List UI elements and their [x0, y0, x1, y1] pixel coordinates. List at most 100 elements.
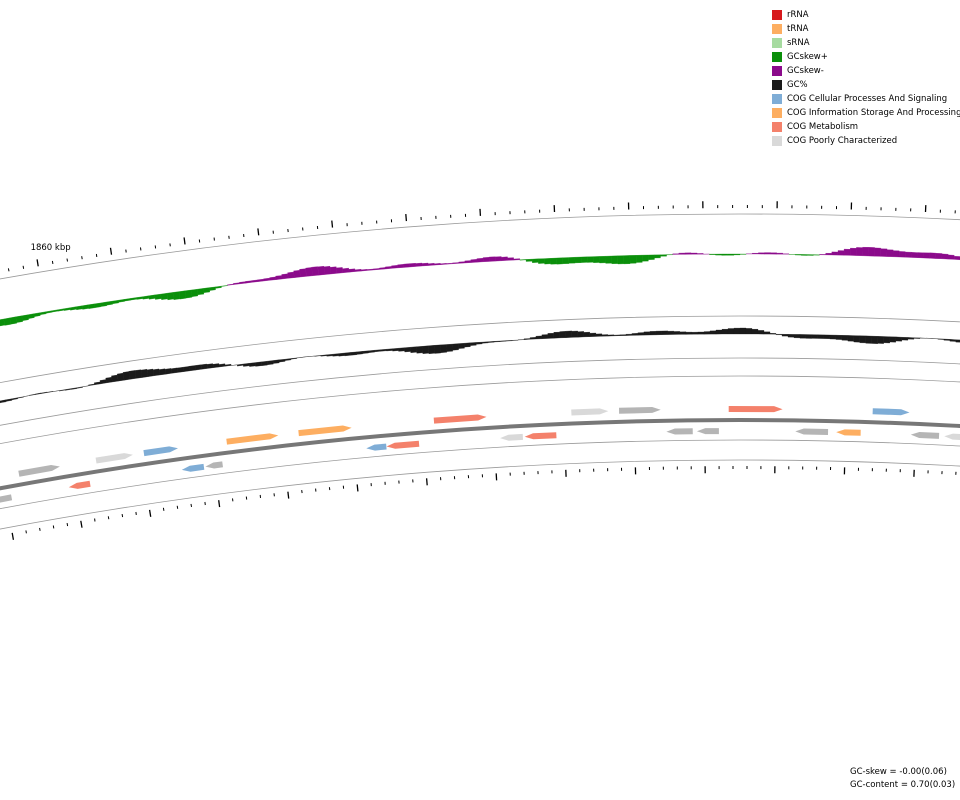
tick: [183, 237, 186, 245]
legend-swatch: [772, 38, 782, 48]
gc-skew-bar: [160, 293, 168, 300]
gene-feature: [571, 408, 609, 416]
tick: [51, 260, 54, 264]
gc-content-bar: [817, 334, 825, 339]
gc-content-bar: [53, 390, 60, 392]
gc-content-bar: [70, 387, 78, 390]
gc-skew-bar: [635, 254, 643, 263]
gc-content-bar: [82, 385, 89, 387]
tick: [162, 507, 165, 511]
gene-feature: [795, 428, 829, 435]
gc-content-bar: [254, 361, 262, 367]
gc-skew-bar: [196, 288, 205, 295]
gc-content-bar: [697, 331, 705, 335]
gc-skew-bar: [379, 267, 386, 270]
gc-content-bar: [308, 355, 315, 357]
gc-content-bar: [769, 333, 777, 335]
tick: [66, 258, 68, 262]
gc-skew-bar: [544, 258, 551, 265]
gc-skew-bar: [184, 289, 193, 299]
legend-swatch: [772, 80, 782, 90]
tick: [148, 509, 152, 517]
gc-content-bar: [601, 334, 609, 337]
gc-content-bar: [386, 348, 393, 352]
gc-content-bar: [428, 345, 435, 354]
gc-skew-bar: [130, 297, 137, 301]
legend-swatch: [772, 52, 782, 62]
gc-skew-bar: [660, 254, 667, 257]
tick: [109, 247, 113, 255]
genome-backbone: [0, 418, 960, 491]
gc-skew-bar: [403, 263, 411, 268]
tick: [331, 220, 334, 228]
gc-skew-bar: [3, 317, 11, 326]
gc-skew-bar: [586, 256, 594, 263]
gc-content-bar: [0, 399, 7, 403]
gc-skew-bar: [654, 254, 661, 259]
gc-skew-bar: [57, 308, 65, 312]
gc-skew-bar: [311, 266, 319, 276]
gc-content-bar: [787, 334, 795, 338]
gc-skew-bar: [202, 287, 210, 293]
gc-skew-bar: [373, 268, 380, 271]
gc-content-bar: [679, 331, 687, 335]
gc-content-bar: [805, 334, 813, 339]
gc-content-bar: [475, 341, 483, 345]
gc-content-bar: [901, 337, 909, 341]
gc-content-bar: [613, 334, 621, 337]
gc-skew-bar: [87, 303, 95, 309]
gc-content-bar: [799, 334, 807, 339]
gc-skew-bar: [263, 277, 271, 282]
gc-skew-bar: [482, 257, 490, 262]
ring-line: [0, 439, 960, 510]
gc-content-bar: [853, 335, 861, 343]
gc-skew-bar: [904, 251, 912, 258]
gc-content-bar: [356, 351, 363, 355]
gc-content-bar: [272, 359, 280, 364]
gc-content-bar: [625, 333, 633, 336]
gc-skew-bar: [525, 258, 533, 262]
gc-skew-bar: [898, 251, 906, 258]
gc-content-bar: [284, 358, 292, 361]
gene-feature: [524, 432, 557, 440]
gc-content-bar: [757, 330, 765, 335]
gc-skew-bar: [421, 262, 429, 267]
gene-feature: [366, 443, 387, 451]
gc-skew-bar: [136, 296, 143, 300]
gc-content-bar: [529, 337, 537, 340]
gc-skew-bar: [100, 301, 107, 307]
legend-item-cog-poorly: COG Poorly Characterized: [772, 134, 960, 148]
gc-content-bar: [835, 334, 843, 340]
gc-content-bar: [865, 335, 873, 344]
gc-skew-bar: [770, 252, 777, 255]
gc-skew-bar: [409, 263, 417, 268]
tick: [25, 530, 27, 534]
gc-content-bar: [517, 339, 525, 341]
gc-skew-bar: [385, 266, 392, 270]
gc-skew-bar: [27, 313, 35, 319]
gc-content-stat: GC-content = 0.70(0.03): [850, 780, 956, 790]
tick: [22, 265, 25, 269]
gc-skew-bar: [470, 259, 478, 263]
gene-feature: [181, 463, 205, 472]
gc-skew-bar: [868, 247, 875, 257]
legend-item-cog-metabolism: COG Metabolism: [772, 120, 960, 134]
gc-content-bar: [170, 367, 178, 374]
gc-skew-bar: [715, 253, 722, 256]
gc-skew-bar: [641, 254, 649, 262]
gc-skew-bar: [697, 253, 704, 255]
gc-content-bar: [64, 388, 72, 391]
gc-skew-bar: [825, 253, 832, 256]
gc-content-bar: [94, 381, 101, 385]
gc-content-bar: [248, 362, 256, 367]
gc-skew-bar: [45, 310, 53, 314]
gc-content-bar: [134, 369, 143, 379]
gc-skew-bar: [856, 247, 863, 256]
gc-content-bar: [458, 343, 465, 349]
gc-content-bar: [76, 386, 83, 389]
gc-skew-bar: [293, 270, 301, 278]
gc-content-bar: [937, 338, 945, 340]
ring-line: [0, 375, 960, 445]
gc-content-bar: [877, 336, 885, 344]
legend-label: GCskew-: [787, 66, 824, 76]
